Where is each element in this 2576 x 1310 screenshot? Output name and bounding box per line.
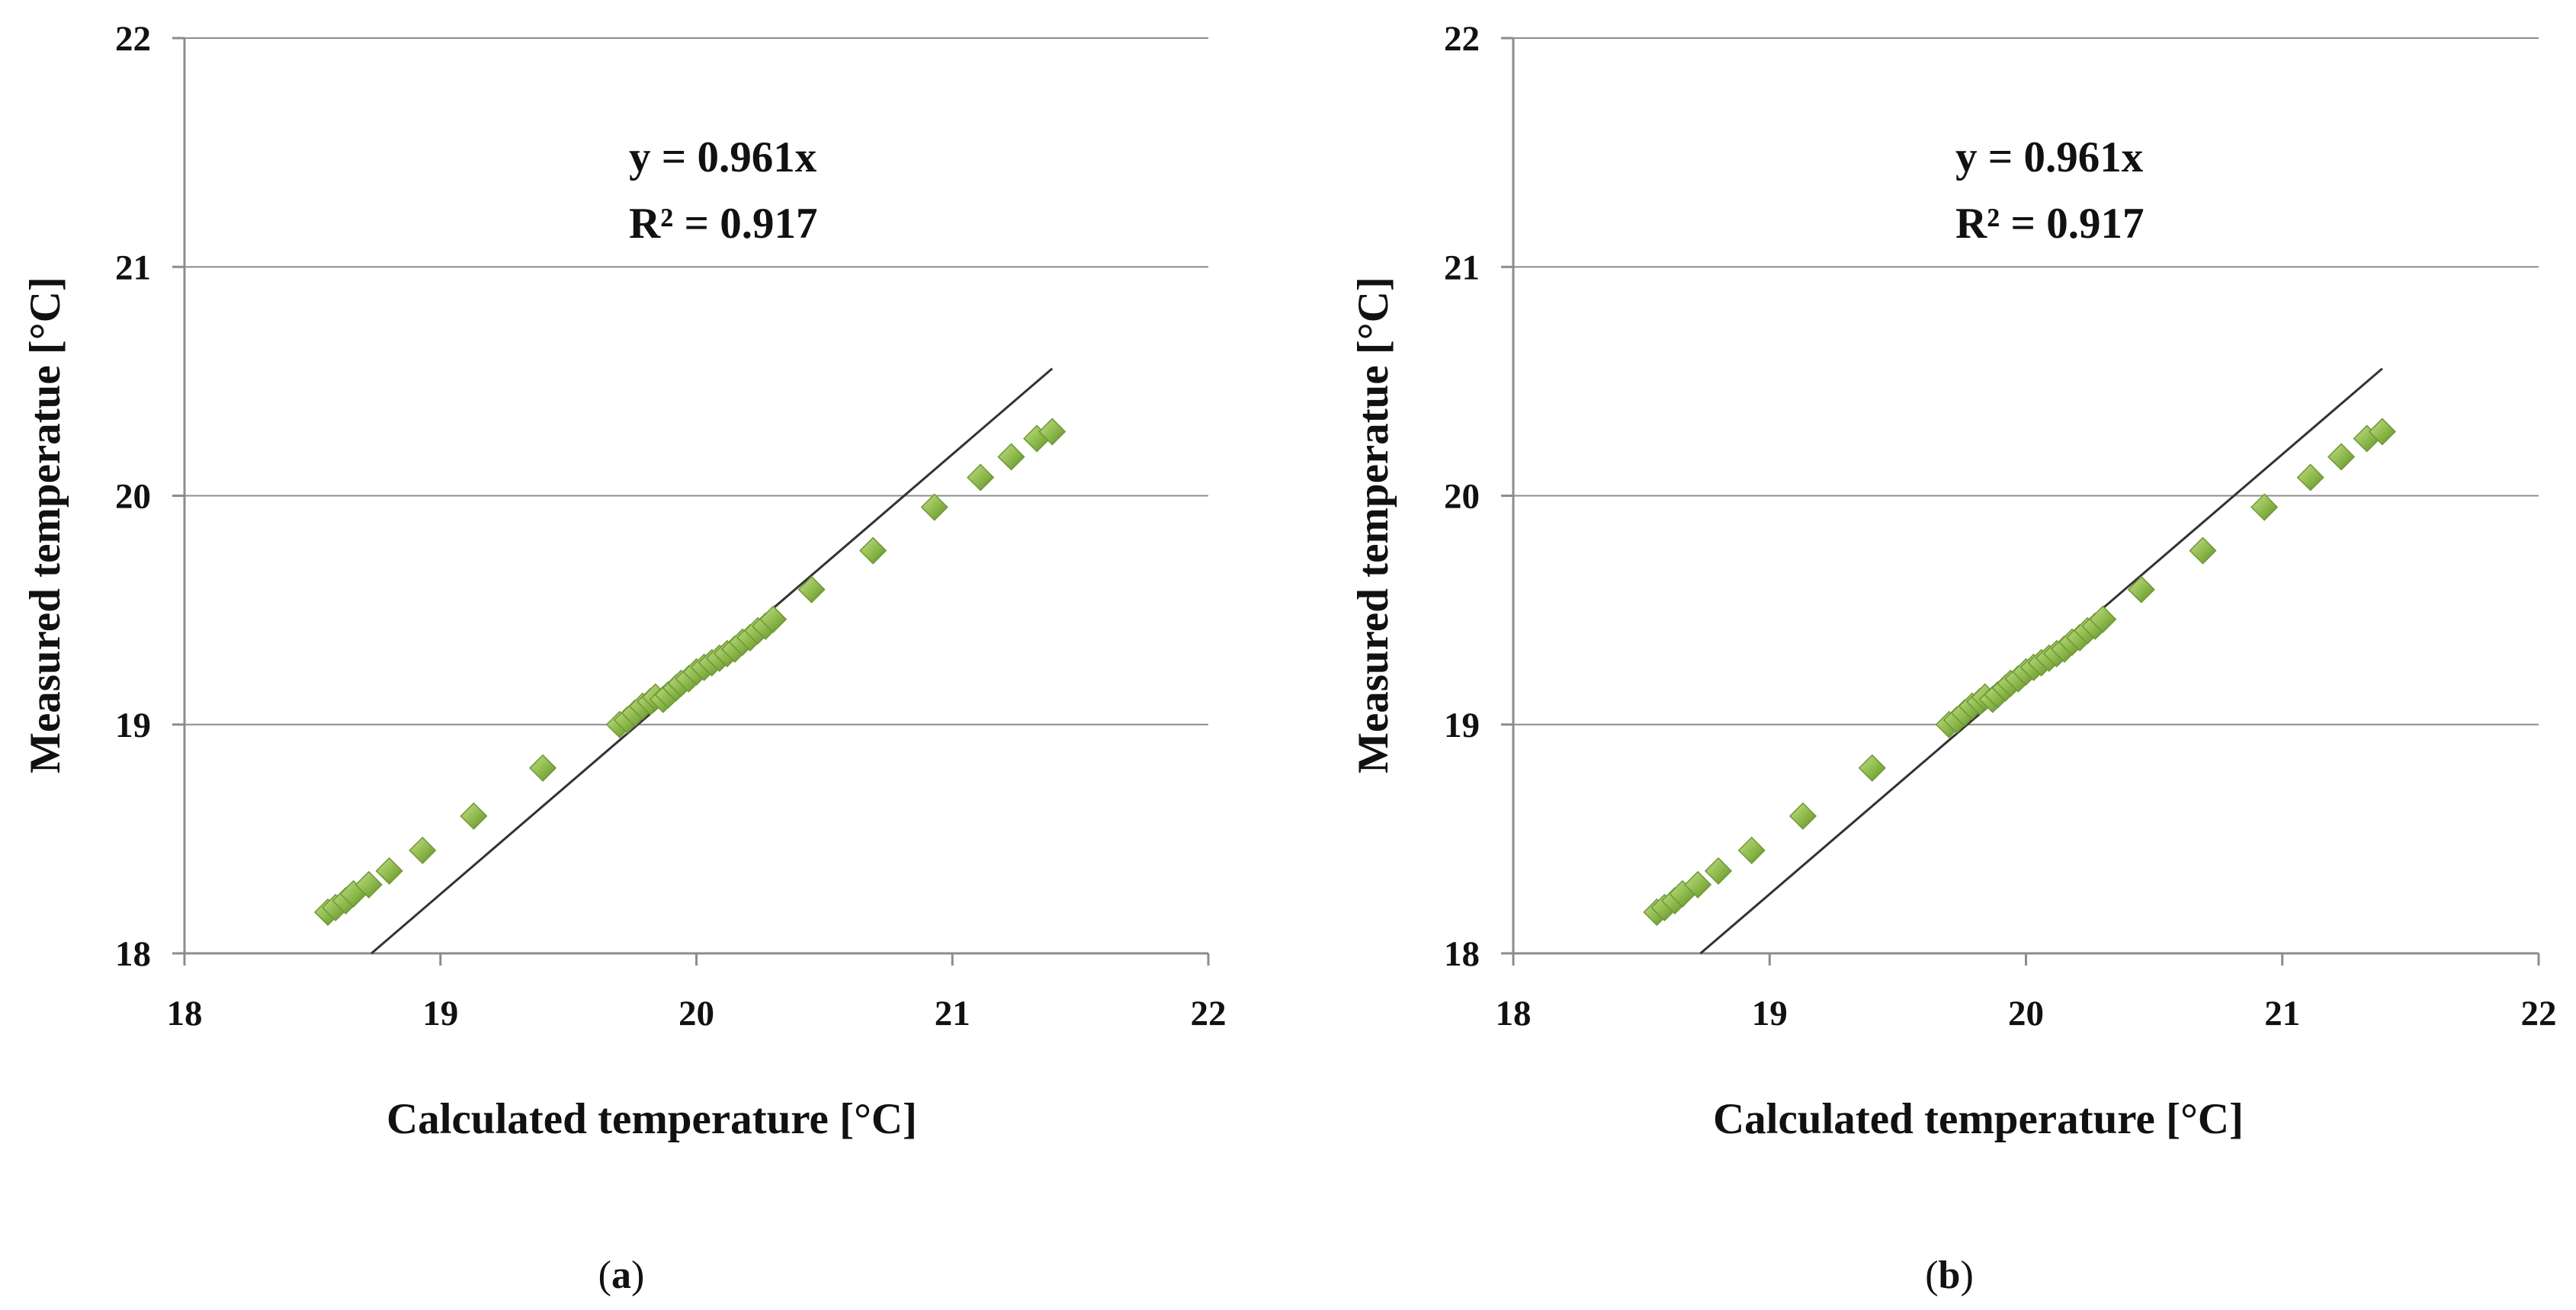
equation-label: y = 0.961x (1955, 133, 2144, 181)
x-axis-title: Calculated temperature [°C] (1713, 1095, 2244, 1143)
x-tick-label: 18 (167, 994, 203, 1033)
y-tick-label: 22 (1444, 19, 1480, 59)
data-point (1858, 754, 1886, 782)
x-tick-label: 18 (1496, 994, 1532, 1033)
y-tick-label: 21 (1444, 248, 1480, 287)
x-tick-label: 21 (2264, 994, 2300, 1033)
panel-caption-a: (a) (598, 1254, 645, 1297)
y-axis-title: Measured temperatue [°C] (1349, 277, 1397, 774)
data-point (2127, 575, 2155, 604)
data-point (2296, 463, 2324, 492)
data-point (2250, 493, 2279, 521)
data-point (1788, 802, 1817, 830)
y-ticks: 18 19 20 21 22 (1444, 19, 1513, 974)
y-tick-label: 22 (115, 19, 151, 59)
data-point (859, 536, 887, 565)
x-tick-label: 21 (935, 994, 970, 1033)
x-ticks: 18 19 20 21 22 (167, 953, 1227, 1033)
data-point (354, 870, 383, 898)
equation-label: y = 0.961x (629, 133, 817, 181)
data-point (409, 836, 437, 864)
y-tick-label: 18 (115, 934, 151, 974)
data-point (1737, 836, 1766, 864)
x-tick-label: 20 (2008, 994, 2044, 1033)
y-tick-label: 20 (115, 477, 151, 517)
y-axis-title: Measured temperatue [°C] (21, 277, 69, 774)
x-tick-label: 22 (1191, 994, 1227, 1033)
x-tick-label: 19 (1752, 994, 1788, 1033)
data-point (1038, 418, 1067, 446)
data-point (997, 443, 1025, 471)
x-axis-title: Calculated temperature [°C] (387, 1095, 917, 1143)
data-point (528, 754, 557, 782)
data-point (967, 463, 995, 492)
r-squared-label: R² = 0.917 (629, 200, 817, 248)
data-point (920, 493, 948, 521)
chart-panel-a: 18 19 20 21 22 18 19 20 21 22 y = 0.961x R² = 0.… (21, 19, 1227, 1297)
x-tick-label: 20 (678, 994, 714, 1033)
y-tick-label: 21 (115, 248, 151, 287)
y-tick-label: 20 (1444, 477, 1480, 517)
data-point (759, 605, 788, 633)
x-ticks: 18 19 20 21 22 (1496, 953, 2557, 1033)
data-point (2368, 418, 2396, 446)
y-tick-label: 19 (1444, 706, 1480, 745)
data-point (460, 802, 488, 830)
x-tick-label: 22 (2521, 994, 2557, 1033)
r-squared-label: R² = 0.917 (1955, 200, 2144, 248)
data-point (2189, 536, 2217, 565)
y-tick-label: 19 (115, 706, 151, 745)
gridlines (184, 37, 1208, 725)
data-point (375, 857, 403, 885)
y-tick-label: 18 (1444, 934, 1480, 974)
chart-panel-b: 18 19 20 21 22 18 19 20 21 22 y = 0.961x R² = 0.… (1349, 19, 2557, 1297)
data-points (313, 418, 1067, 927)
data-point (2089, 605, 2117, 633)
panel-caption-b: (b) (1925, 1254, 1974, 1297)
data-point (2327, 443, 2356, 471)
data-point (1704, 857, 1733, 885)
y-ticks: 18 19 20 21 22 (115, 19, 184, 974)
data-points (1643, 418, 2396, 927)
gridlines (1513, 37, 2539, 725)
x-tick-label: 19 (422, 994, 458, 1033)
data-point (797, 575, 826, 604)
data-point (1684, 870, 1712, 898)
